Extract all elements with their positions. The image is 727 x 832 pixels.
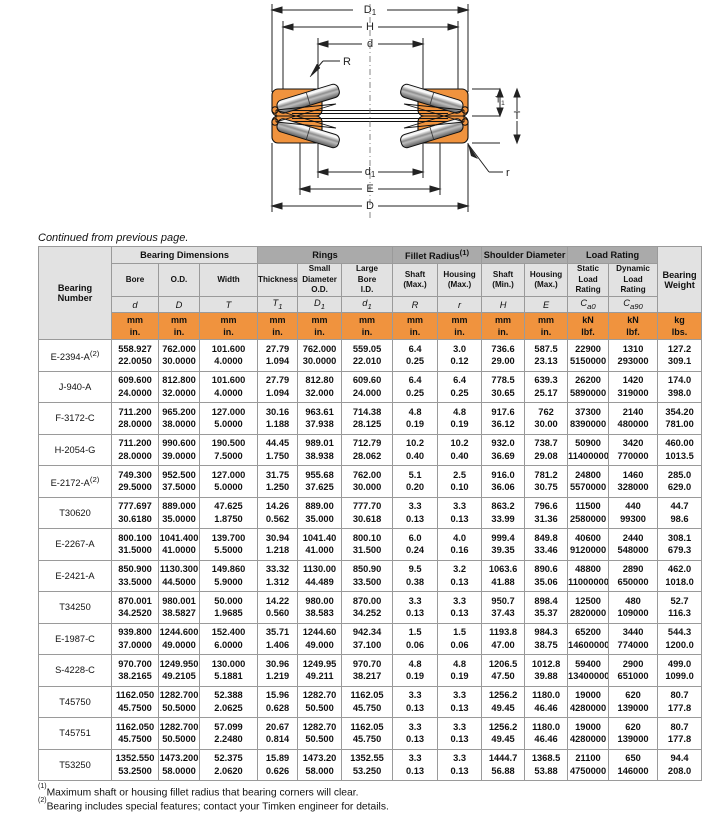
svg-text:D: D: [366, 200, 374, 212]
svg-text:E: E: [366, 183, 373, 195]
svg-text:T1: T1: [495, 95, 505, 107]
svg-text:d1: d1: [365, 166, 376, 179]
svg-text:T: T: [514, 110, 521, 122]
svg-text:R: R: [343, 56, 351, 68]
svg-text:r: r: [506, 167, 510, 179]
